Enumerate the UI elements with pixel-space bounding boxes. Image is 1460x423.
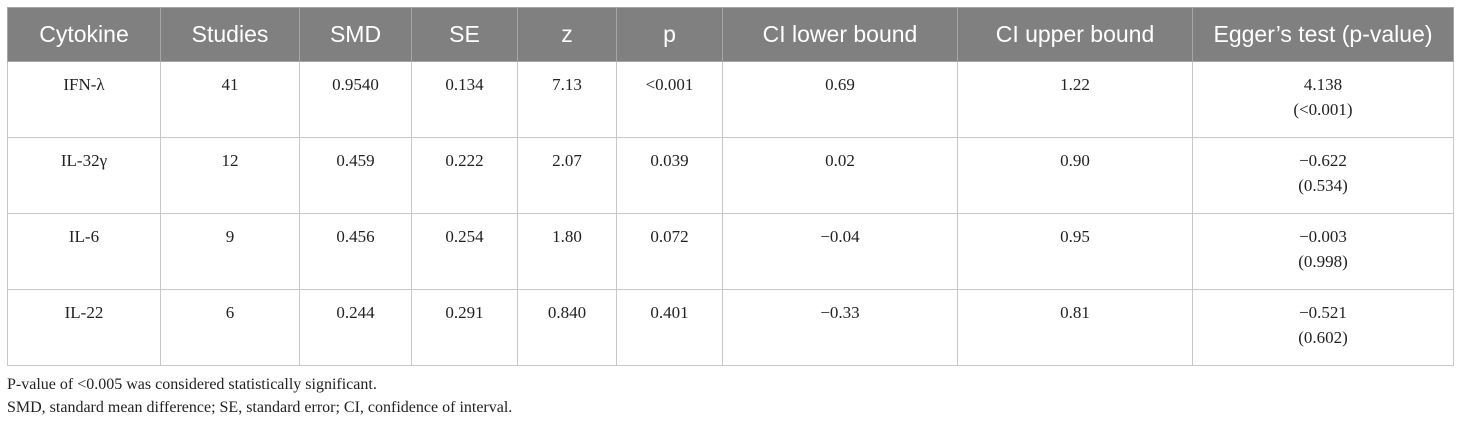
cell-z: 0.840: [517, 289, 617, 366]
cell-p: 0.072: [616, 213, 723, 290]
egger-value: −0.622: [1299, 151, 1347, 170]
cell-z: 1.80: [517, 213, 617, 290]
column-header-se: SE: [411, 7, 518, 62]
column-header-z: z: [517, 7, 617, 62]
cell-p: 0.039: [616, 137, 723, 214]
egger-p-value: (0.998): [1298, 252, 1348, 271]
cell-se: 0.134: [411, 61, 518, 138]
egger-value: −0.003: [1299, 227, 1347, 246]
results-table-container: Cytokine Studies SMD SE z p CI lower bou…: [7, 7, 1454, 366]
cell-egger: −0.521 (0.602): [1192, 289, 1454, 366]
cell-studies: 6: [160, 289, 300, 366]
egger-value: 4.138: [1303, 75, 1343, 94]
cell-smd: 0.9540: [299, 61, 412, 138]
cell-ci-lower: −0.04: [722, 213, 958, 290]
column-header-p: p: [616, 7, 723, 62]
cell-egger: −0.003 (0.998): [1192, 213, 1454, 290]
table-row: IFN-λ 41 0.9540 0.134 7.13 <0.001 0.69 1…: [7, 61, 1454, 138]
cell-smd: 0.456: [299, 213, 412, 290]
column-header-egger: Egger’s test (p-value): [1192, 7, 1454, 62]
table-row: IL-6 9 0.456 0.254 1.80 0.072 −0.04 0.95…: [7, 213, 1454, 290]
column-header-ci-lower: CI lower bound: [722, 7, 958, 62]
cytokine-meta-analysis-table: Cytokine Studies SMD SE z p CI lower bou…: [7, 7, 1454, 366]
table-footnotes: P-value of <0.005 was considered statist…: [7, 373, 512, 419]
column-header-ci-upper: CI upper bound: [957, 7, 1193, 62]
cell-cytokine: IL-32γ: [7, 137, 161, 214]
cell-egger: −0.622 (0.534): [1192, 137, 1454, 214]
cell-p: <0.001: [616, 61, 723, 138]
cell-se: 0.291: [411, 289, 518, 366]
cell-studies: 9: [160, 213, 300, 290]
footnote-abbreviations: SMD, standard mean difference; SE, stand…: [7, 399, 513, 416]
cell-studies: 41: [160, 61, 300, 138]
egger-p-value: (0.602): [1298, 328, 1348, 347]
cell-cytokine: IL-6: [7, 213, 161, 290]
cell-ci-upper: 0.81: [957, 289, 1193, 366]
cell-ci-upper: 0.90: [957, 137, 1193, 214]
column-header-studies: Studies: [160, 7, 300, 62]
cell-studies: 12: [160, 137, 300, 214]
cell-cytokine: IFN-λ: [7, 61, 161, 138]
egger-p-value: (0.534): [1298, 176, 1348, 195]
cell-cytokine: IL-22: [7, 289, 161, 366]
egger-value: −0.521: [1299, 303, 1347, 322]
footnote-significance: P-value of <0.005 was considered statist…: [7, 376, 377, 393]
cell-z: 7.13: [517, 61, 617, 138]
cell-z: 2.07: [517, 137, 617, 214]
cell-ci-upper: 0.95: [957, 213, 1193, 290]
column-header-smd: SMD: [299, 7, 412, 62]
cell-ci-upper: 1.22: [957, 61, 1193, 138]
table-row: IL-32γ 12 0.459 0.222 2.07 0.039 0.02 0.…: [7, 137, 1454, 214]
cell-smd: 0.244: [299, 289, 412, 366]
column-header-cytokine: Cytokine: [7, 7, 161, 62]
cell-ci-lower: 0.69: [722, 61, 958, 138]
cell-egger: 4.138 (<0.001): [1192, 61, 1454, 138]
cell-ci-lower: 0.02: [722, 137, 958, 214]
egger-p-value: (<0.001): [1293, 100, 1353, 119]
table-header-row: Cytokine Studies SMD SE z p CI lower bou…: [7, 7, 1454, 62]
table-row: IL-22 6 0.244 0.291 0.840 0.401 −0.33 0.…: [7, 289, 1454, 366]
cell-p: 0.401: [616, 289, 723, 366]
cell-se: 0.254: [411, 213, 518, 290]
cell-smd: 0.459: [299, 137, 412, 214]
cell-ci-lower: −0.33: [722, 289, 958, 366]
cell-se: 0.222: [411, 137, 518, 214]
